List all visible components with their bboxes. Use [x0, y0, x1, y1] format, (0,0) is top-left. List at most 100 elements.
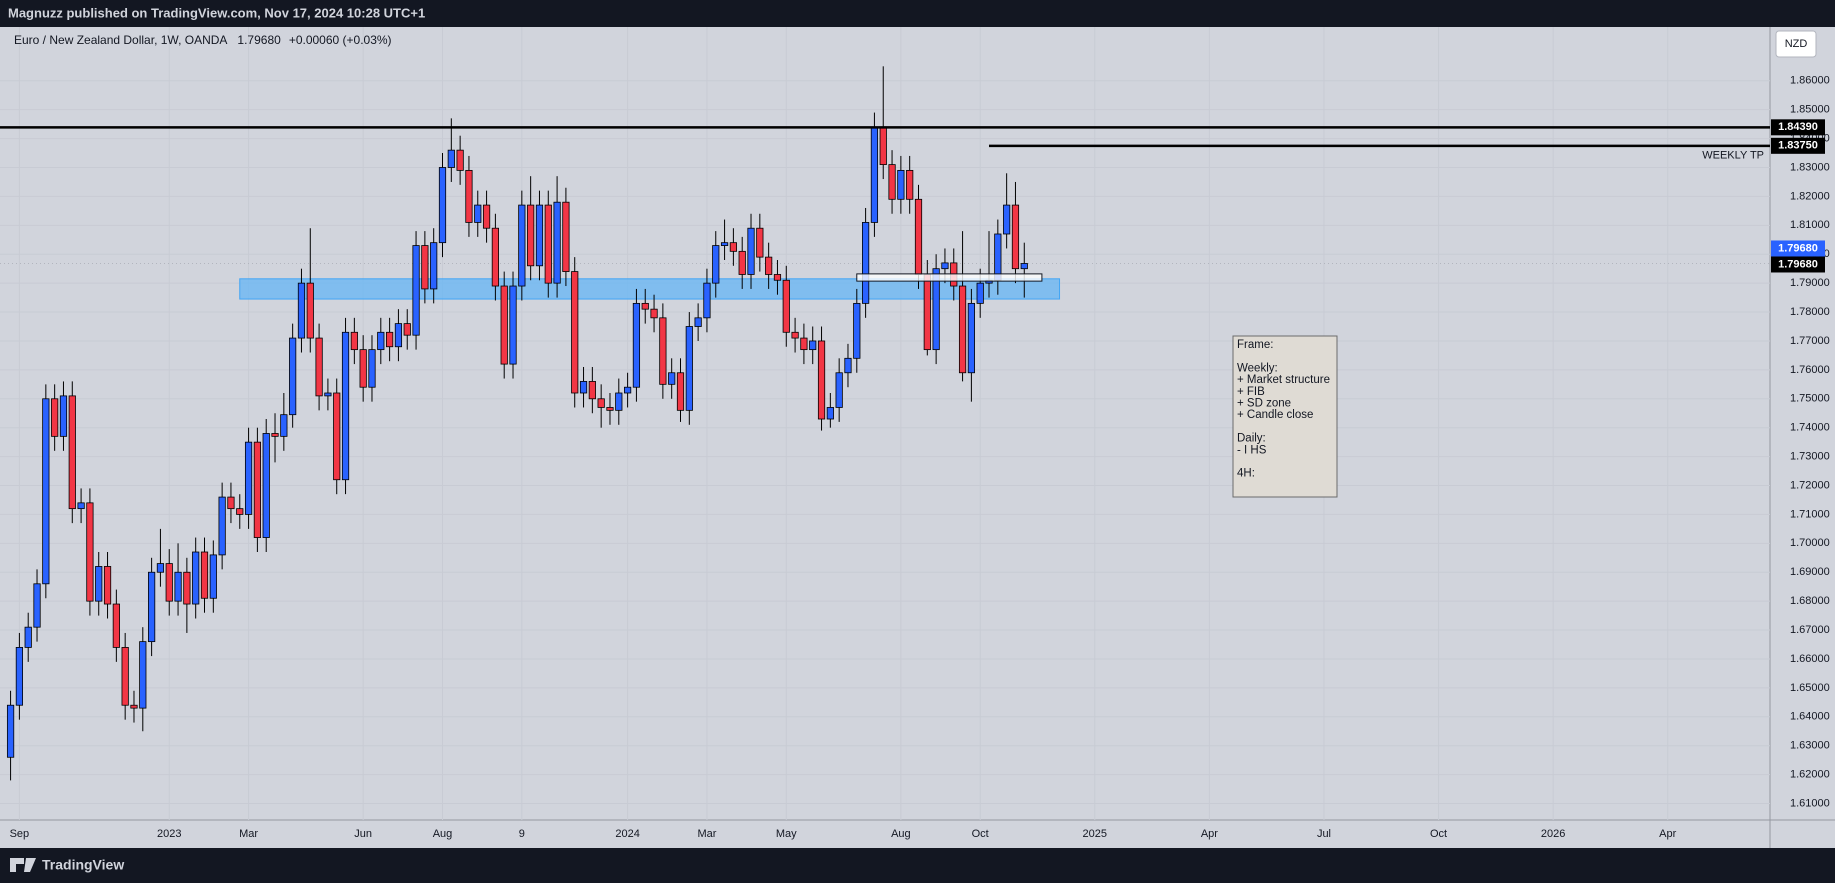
x-tick-label: 9 — [519, 828, 525, 840]
candle-body — [597, 398, 605, 408]
candle-body — [59, 395, 68, 437]
candle-body — [156, 563, 165, 573]
y-tick-label: 1.61000 — [1790, 797, 1830, 809]
x-tick-label: May — [776, 828, 797, 840]
candle-body — [765, 256, 773, 275]
price-tag — [1771, 137, 1825, 154]
candle-body — [386, 331, 394, 348]
candle-body — [756, 227, 764, 258]
candle-body — [747, 227, 755, 275]
header-price: 1.79680 — [237, 33, 281, 47]
candle-body — [130, 704, 138, 709]
candle-body — [729, 242, 737, 252]
price-axis — [1770, 27, 1835, 848]
candle-body — [791, 331, 799, 339]
candle-body — [527, 204, 535, 267]
y-tick-label: 1.74000 — [1790, 422, 1830, 434]
time-axis — [0, 820, 1770, 848]
candle-body — [844, 357, 852, 374]
y-tick-label: 1.63000 — [1790, 740, 1830, 752]
price-tag — [1771, 119, 1825, 136]
x-tick-label: Jul — [1317, 828, 1331, 840]
y-tick-label: 1.86000 — [1790, 75, 1830, 87]
candle-body — [720, 242, 729, 246]
price-tag-label: 1.79680 — [1778, 242, 1818, 254]
candle-body — [650, 308, 658, 319]
candle-body — [509, 285, 517, 365]
currency-label[interactable]: NZD — [1785, 38, 1808, 50]
candle-body — [817, 340, 826, 420]
y-tick-label: 1.76000 — [1790, 364, 1830, 376]
x-tick-label: Aug — [891, 828, 911, 840]
y-tick-label: 1.67000 — [1790, 624, 1830, 636]
candle-body — [615, 392, 623, 411]
candle-body — [403, 323, 411, 336]
x-tick-label: Aug — [433, 828, 453, 840]
candle-body — [579, 381, 588, 394]
candle-body — [112, 603, 120, 648]
candle-body — [932, 268, 940, 351]
x-tick-label: Apr — [1201, 828, 1218, 840]
candle-body — [174, 571, 182, 602]
candle-body — [906, 169, 914, 200]
candle-body — [676, 372, 685, 411]
note-box — [1232, 335, 1338, 498]
candle-body — [253, 441, 261, 538]
y-tick-label: 1.83000 — [1790, 161, 1830, 173]
candle-body — [165, 563, 173, 602]
candle-body — [262, 433, 270, 538]
candle-body — [377, 331, 385, 351]
candle-body — [1003, 204, 1011, 235]
candle-body — [430, 242, 438, 290]
y-tick-label: 1.73000 — [1790, 451, 1830, 463]
brand-logo — [10, 858, 36, 872]
candle-body — [289, 337, 297, 416]
y-tick-label: 1.81000 — [1790, 219, 1830, 231]
candle-body — [782, 279, 790, 333]
candle-body — [148, 571, 156, 643]
candle-body — [324, 392, 332, 397]
note-line: + Candle close — [1237, 409, 1313, 421]
candle-body — [103, 566, 112, 605]
candle-body — [315, 337, 323, 397]
candle-body — [773, 274, 782, 281]
currency-button[interactable] — [1775, 30, 1817, 58]
publish-info: Magnuzz published on TradingView.com, No… — [8, 5, 425, 20]
candle-body — [77, 502, 85, 510]
y-tick-label: 1.68000 — [1790, 595, 1830, 607]
x-tick-label: Oct — [1430, 828, 1447, 840]
candle-body — [914, 198, 923, 275]
x-tick-label: 2024 — [615, 828, 639, 840]
candle-body — [368, 349, 376, 388]
candle-body — [967, 302, 975, 374]
candle-body — [958, 285, 967, 374]
note-line: + FIB — [1237, 386, 1265, 398]
candle-body — [447, 149, 455, 168]
y-tick-label: 1.66000 — [1790, 653, 1830, 665]
candle-body — [571, 271, 579, 394]
candle-body — [835, 372, 843, 408]
candle-body — [659, 317, 667, 385]
candle-body — [1020, 263, 1028, 270]
candle-body — [888, 164, 896, 200]
candle-body — [809, 340, 817, 351]
price-tag-label: 1.84390 — [1778, 121, 1818, 133]
candle-body — [394, 323, 403, 348]
x-tick-label: Jun — [354, 828, 372, 840]
candle-body — [51, 398, 59, 437]
x-tick-label: 2026 — [1541, 828, 1565, 840]
header-change: +0.00060 (+0.03%) — [289, 33, 392, 47]
y-tick-label: 1.64000 — [1790, 711, 1830, 723]
candle-body — [341, 331, 350, 481]
candle-body — [685, 326, 693, 411]
price-tag-label: 1.79680 — [1778, 258, 1818, 270]
candle-body — [68, 395, 76, 510]
note-line: - I HS — [1237, 444, 1267, 456]
note-line: Daily: — [1237, 433, 1266, 445]
candle-body — [456, 149, 464, 171]
candle-body — [500, 285, 508, 365]
x-tick-label: Oct — [972, 828, 989, 840]
y-tick-label: 1.65000 — [1790, 682, 1830, 694]
